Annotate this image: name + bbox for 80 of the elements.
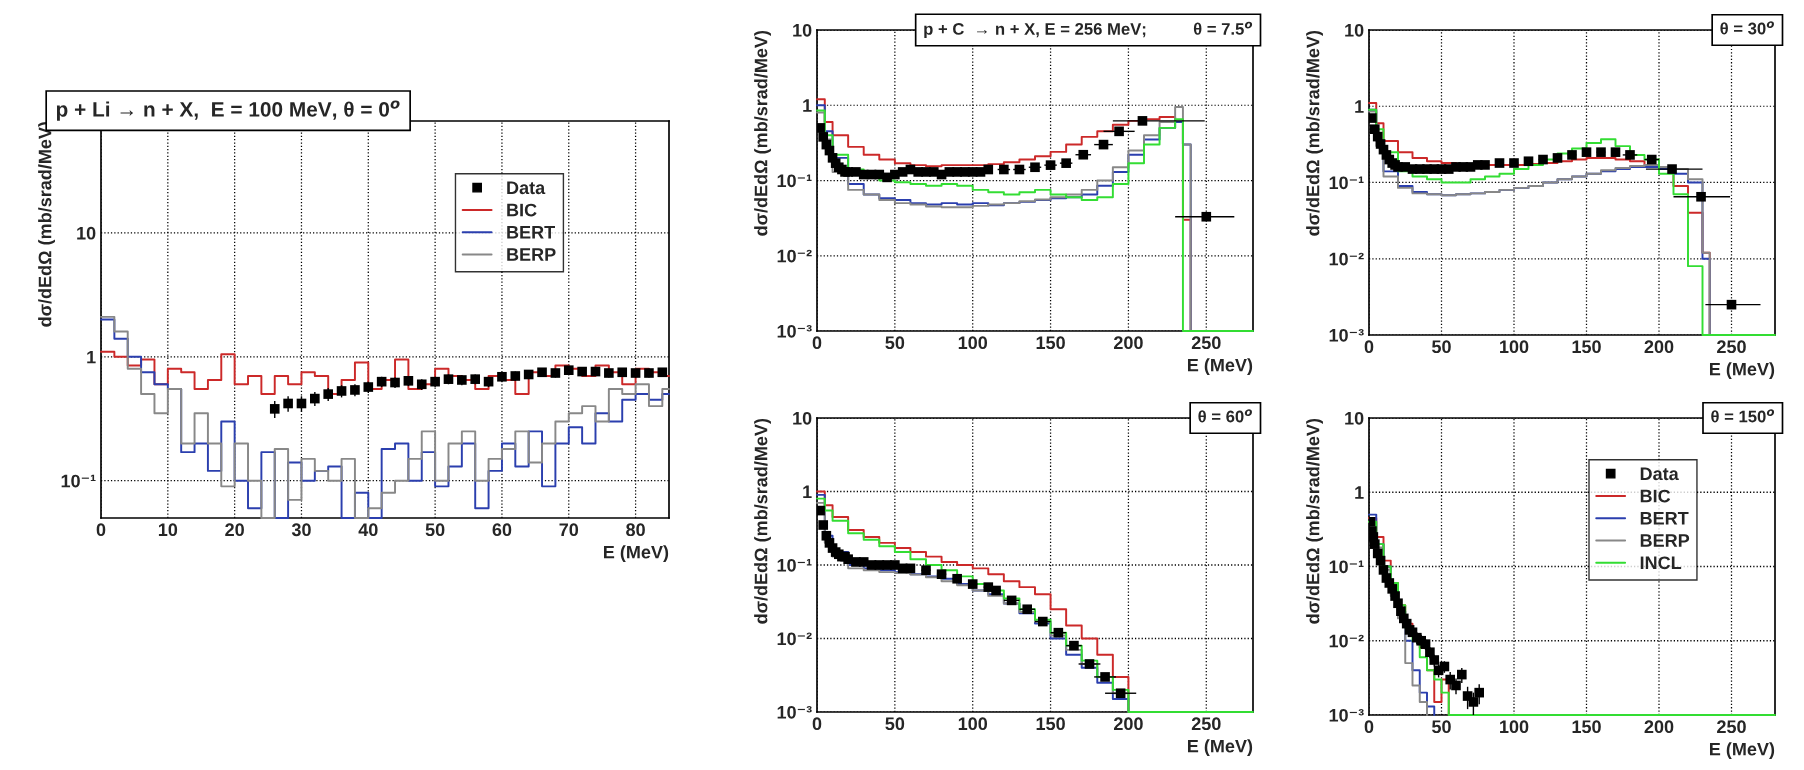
- x-axis-title: E (MeV): [1710, 362, 1775, 380]
- x-tick-label: 10: [158, 523, 178, 537]
- legend-label: BIC: [507, 203, 537, 217]
- y-tick-label: 10⁻³: [777, 705, 812, 719]
- x-tick-label: 150: [1572, 720, 1601, 734]
- x-tick-label: 50: [1432, 720, 1451, 734]
- chart-title: θ = 30$^{o}$: [1720, 21, 1774, 35]
- x-tick-label: 150: [1036, 336, 1065, 350]
- x-tick-label: 0: [1364, 340, 1374, 354]
- y-tick-label: 10: [1345, 23, 1364, 37]
- chart-title: θ = 60$^{o}$: [1198, 409, 1252, 423]
- chart-title: p + Li → n + X, E = 100 MeV, θ = 0$^{o}$: [56, 100, 400, 121]
- x-tick-label: 200: [1113, 336, 1143, 350]
- x-tick-label: 50: [1432, 340, 1451, 354]
- x-tick-label: 0: [96, 523, 106, 537]
- y-axis-title: dσ/dEdΩ (mb/srad/MeV): [38, 121, 55, 327]
- y-tick-label: 10⁻¹: [777, 174, 812, 188]
- x-axis-title: E (MeV): [1710, 742, 1775, 760]
- x-tick-label: 70: [559, 523, 579, 537]
- y-tick-label: 10⁻³: [777, 324, 812, 338]
- y-tick-label: 10⁻¹: [1329, 560, 1364, 574]
- x-tick-label: 30: [291, 523, 311, 537]
- y-tick-label: 10⁻¹: [777, 558, 812, 572]
- y-axis-title: dσ/dEdΩ (mb/srad/MeV): [754, 418, 771, 624]
- y-tick-label: 1: [803, 485, 812, 499]
- x-axis-title: E (MeV): [1188, 358, 1253, 376]
- x-tick-label: 200: [1113, 717, 1143, 731]
- y-tick-label: 10⁻²: [777, 632, 812, 646]
- x-tick-label: 100: [958, 717, 988, 731]
- chart-title: p + C → n + X, E = 256 MeV; θ = 7.5$^{o}$: [924, 21, 1253, 39]
- x-axis-title: E (MeV): [1188, 739, 1253, 757]
- x-tick-label: 200: [1644, 720, 1674, 734]
- legend-label: BERP: [507, 248, 556, 261]
- y-tick-label: 10⁻²: [777, 249, 812, 263]
- x-tick-label: 250: [1717, 720, 1746, 734]
- y-tick-label: 10⁻¹: [61, 474, 96, 488]
- legend-label: BERT: [1640, 512, 1689, 525]
- x-tick-label: 60: [492, 523, 512, 537]
- x-tick-label: 150: [1036, 717, 1065, 731]
- y-tick-label: 10⁻¹: [1329, 176, 1364, 190]
- y-tick-label: 10: [77, 226, 96, 240]
- chart-title: θ = 150$^{o}$: [1711, 409, 1775, 423]
- legend-label: BERT: [507, 226, 555, 239]
- x-tick-label: 250: [1191, 717, 1221, 731]
- y-tick-label: 10⁻²: [1329, 252, 1364, 266]
- x-tick-label: 0: [812, 336, 822, 350]
- x-tick-label: 250: [1717, 340, 1746, 354]
- y-tick-label: 1: [87, 350, 96, 364]
- legend-label: Data: [1640, 467, 1679, 481]
- legend-label: BERP: [1640, 534, 1690, 547]
- x-tick-label: 200: [1644, 340, 1674, 354]
- y-tick-label: 10⁻³: [1329, 708, 1364, 722]
- x-tick-label: 50: [885, 717, 905, 731]
- x-tick-label: 80: [626, 523, 645, 537]
- x-tick-label: 40: [358, 523, 378, 537]
- x-tick-label: 0: [812, 717, 822, 731]
- y-tick-label: 10: [793, 411, 812, 425]
- y-axis-title: dσ/dEdΩ (mb/srad/MeV): [1306, 30, 1323, 236]
- x-tick-label: 50: [425, 523, 445, 537]
- legend-label: INCL: [1640, 556, 1682, 570]
- legend-label: Data: [507, 181, 546, 195]
- legend-label: BIC: [1640, 489, 1671, 503]
- y-axis-title: dσ/dEdΩ (mb/srad/MeV): [754, 30, 771, 236]
- x-tick-label: 50: [885, 336, 905, 350]
- y-tick-label: 1: [803, 99, 812, 112]
- x-tick-label: 250: [1191, 336, 1221, 350]
- y-tick-label: 10⁻³: [1329, 328, 1364, 342]
- y-tick-label: 10: [1345, 411, 1364, 425]
- y-tick-label: 1: [1355, 100, 1364, 113]
- y-axis-title: dσ/dEdΩ (mb/srad/MeV): [1306, 418, 1323, 624]
- y-tick-label: 1: [1355, 486, 1364, 499]
- x-tick-label: 100: [958, 336, 988, 350]
- x-tick-label: 100: [1500, 340, 1529, 354]
- x-tick-label: 0: [1364, 720, 1374, 734]
- x-tick-label: 150: [1572, 340, 1601, 354]
- y-tick-label: 10⁻²: [1329, 634, 1364, 648]
- y-tick-label: 10: [793, 23, 812, 37]
- x-axis-title: E (MeV): [604, 545, 669, 563]
- x-tick-label: 20: [225, 523, 244, 537]
- x-tick-label: 100: [1500, 720, 1529, 734]
